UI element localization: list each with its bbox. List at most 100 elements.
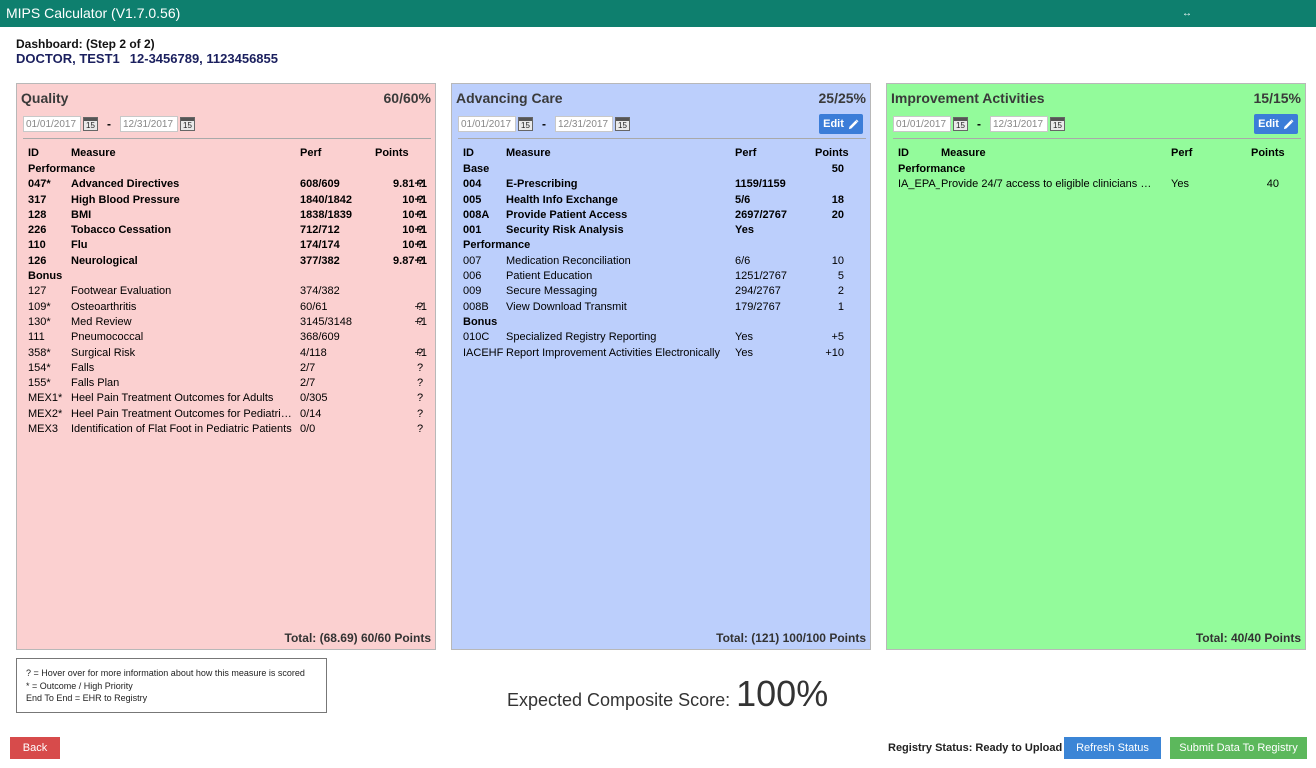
table-row: 358* Surgical Risk 4/118 +1? bbox=[17, 346, 435, 361]
legend-line: * = Outcome / High Priority bbox=[26, 680, 133, 691]
measure-points: 20 bbox=[831, 208, 844, 221]
base-label: Base bbox=[463, 163, 490, 175]
hover-info-icon[interactable]: ? bbox=[417, 377, 424, 390]
advancing-date-to-input[interactable] bbox=[555, 116, 613, 132]
back-button[interactable]: Back bbox=[10, 737, 60, 759]
measure-points: +1 bbox=[414, 315, 427, 328]
measure-points: 5 bbox=[837, 270, 844, 283]
measure-perf: 2/7 bbox=[300, 361, 316, 374]
section-label: Performance bbox=[463, 239, 531, 252]
measure-id: 128 bbox=[28, 208, 47, 221]
calendar-icon[interactable]: 15 bbox=[953, 117, 968, 131]
table-header: ID Measure Perf Points bbox=[887, 145, 1305, 162]
measure-name: Medication Reconciliation bbox=[506, 254, 631, 267]
legend-line: End To End = EHR to Registry bbox=[26, 693, 148, 703]
table-row: 111 Pneumococcal 368/609 bbox=[17, 330, 435, 345]
improvement-date-to-input[interactable] bbox=[990, 116, 1048, 132]
column-header-perf: Perf bbox=[735, 147, 757, 159]
submit-data-button[interactable]: Submit Data To Registry bbox=[1170, 737, 1307, 759]
measure-name: Falls bbox=[71, 361, 95, 374]
calendar-icon[interactable]: 15 bbox=[518, 117, 533, 131]
improvement-measure-table: ID Measure Perf Points Performance IA_EP… bbox=[887, 145, 1305, 193]
measure-points: 2 bbox=[837, 285, 844, 298]
measure-name: Heel Pain Treatment Outcomes for Adults bbox=[71, 392, 274, 405]
measure-perf: Yes bbox=[735, 346, 753, 359]
hover-info-icon[interactable]: ? bbox=[417, 193, 424, 206]
hover-info-icon[interactable]: ? bbox=[417, 239, 424, 252]
measure-name: Falls Plan bbox=[71, 377, 120, 390]
calendar-icon[interactable]: 15 bbox=[1050, 117, 1065, 131]
table-row: 126 Neurological 377/382 9.87+1? bbox=[17, 254, 435, 269]
column-header-id: ID bbox=[28, 147, 39, 159]
hover-info-icon[interactable]: ? bbox=[417, 178, 424, 191]
measure-name: Security Risk Analysis bbox=[506, 224, 624, 237]
measure-points: +1 bbox=[414, 300, 427, 313]
pencil-icon bbox=[848, 119, 859, 129]
hover-info-icon[interactable]: ? bbox=[417, 361, 424, 374]
calendar-icon[interactable]: 15 bbox=[180, 117, 195, 131]
calendar-icon[interactable]: 15 bbox=[83, 117, 98, 131]
measure-id: 007 bbox=[463, 254, 482, 267]
pencil-icon bbox=[1283, 119, 1294, 129]
improvement-total: Total: 40/40 Points bbox=[1195, 631, 1301, 645]
calendar-icon[interactable]: 15 bbox=[615, 117, 630, 131]
refresh-status-button[interactable]: Refresh Status bbox=[1064, 737, 1161, 759]
measure-perf: 174/174 bbox=[300, 239, 340, 252]
improvement-edit-button[interactable]: Edit bbox=[1254, 114, 1298, 134]
measure-perf: 377/382 bbox=[300, 254, 340, 267]
column-header-measure: Measure bbox=[71, 147, 116, 159]
hover-info-icon[interactable]: ? bbox=[417, 300, 424, 313]
measure-perf: 60/61 bbox=[300, 300, 328, 313]
measure-perf: 1159/1159 bbox=[735, 178, 786, 191]
advancing-date-from-input[interactable] bbox=[458, 116, 516, 132]
advancing-date-range: 15 - 15 bbox=[458, 116, 630, 132]
table-row: MEX1* Heel Pain Treatment Outcomes for Ad… bbox=[17, 391, 435, 406]
doctor-ids: 12-3456789, 1123456855 bbox=[129, 51, 278, 66]
hover-info-icon[interactable]: ? bbox=[417, 315, 424, 328]
date-separator: - bbox=[542, 117, 546, 131]
measure-id: 109* bbox=[28, 300, 51, 313]
measure-points: 10+1 bbox=[402, 224, 427, 237]
resize-icon[interactable]: ↔ bbox=[1182, 8, 1192, 19]
improvement-title: Improvement Activities bbox=[891, 90, 1045, 106]
measure-id: IACEHF bbox=[463, 346, 504, 359]
registry-status: Registry Status: Ready to Upload bbox=[888, 742, 1063, 754]
hover-info-icon[interactable]: ? bbox=[417, 392, 424, 405]
advancing-edit-button[interactable]: Edit bbox=[819, 114, 863, 134]
window-title: MIPS Calculator (V1.7.0.56) bbox=[6, 5, 181, 21]
measure-perf: 712/712 bbox=[300, 224, 340, 237]
hover-info-icon[interactable]: ? bbox=[417, 423, 424, 436]
quality-date-from-input[interactable] bbox=[23, 116, 81, 132]
table-header: ID Measure Perf Points bbox=[452, 145, 870, 162]
table-row: 004 E-Prescribing 1159/1159 bbox=[452, 177, 870, 192]
hover-info-icon[interactable]: ? bbox=[417, 254, 424, 267]
measure-id: 001 bbox=[463, 224, 482, 237]
improvement-date-from-input[interactable] bbox=[893, 116, 951, 132]
table-row: 006 Patient Education 1251/2767 5 bbox=[452, 269, 870, 284]
hover-info-icon[interactable]: ? bbox=[417, 407, 424, 420]
measure-perf: 374/382 bbox=[300, 285, 340, 298]
hover-info-icon[interactable]: ? bbox=[417, 346, 424, 359]
measure-points: +5 bbox=[831, 331, 844, 344]
measure-name: Neurological bbox=[71, 254, 138, 267]
measure-points: 10+1 bbox=[402, 193, 427, 206]
measure-name: Provide 24/7 access to eligible clinicia… bbox=[941, 178, 1157, 191]
advancing-score: 25/25% bbox=[818, 90, 866, 106]
improvement-score: 15/15% bbox=[1253, 90, 1301, 106]
hover-info-icon[interactable]: ? bbox=[417, 224, 424, 237]
doctor-info: DOCTOR, TEST1 12-3456789, 1123456855 bbox=[16, 51, 288, 66]
column-header-measure: Measure bbox=[506, 147, 551, 159]
advancing-title: Advancing Care bbox=[456, 90, 563, 106]
quality-date-to-input[interactable] bbox=[120, 116, 178, 132]
doctor-name: DOCTOR, TEST1 bbox=[16, 51, 120, 66]
measure-id: IA_EPA_1 bbox=[898, 178, 940, 191]
quality-total: Total: (68.69) 60/60 Points bbox=[284, 631, 432, 645]
quality-measure-table: ID Measure Perf Points Performance 047* Ad… bbox=[17, 145, 435, 437]
measure-points: 9.87+1 bbox=[393, 254, 427, 267]
measure-name: Osteoarthritis bbox=[71, 300, 137, 313]
measure-id: 008B bbox=[463, 300, 489, 313]
composite-score-value: 100% bbox=[736, 673, 829, 714]
table-header: ID Measure Perf Points bbox=[17, 145, 435, 162]
hover-info-icon[interactable]: ? bbox=[417, 208, 424, 221]
divider bbox=[458, 138, 866, 139]
